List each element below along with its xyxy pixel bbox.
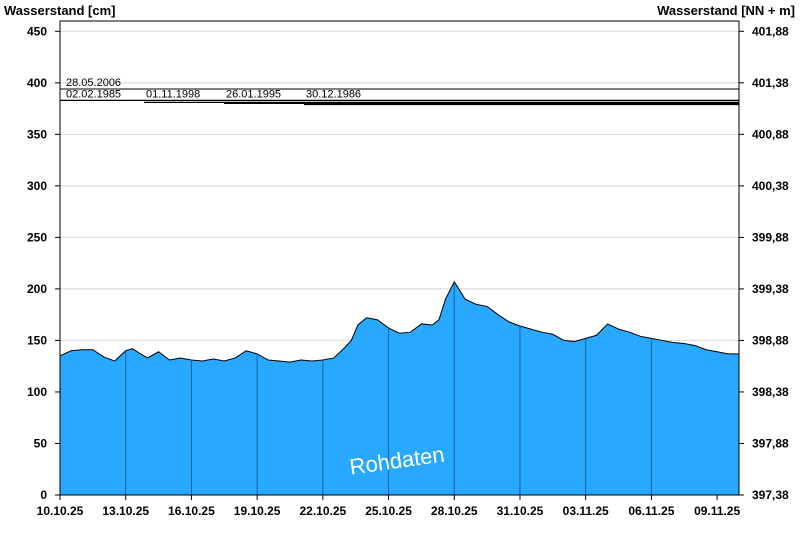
y-tick-label-right: 399,38 [752,282,789,296]
y-tick-label-left: 350 [27,127,47,141]
plot-frame [59,20,740,496]
x-tick-label: 09.11.25 [694,504,740,518]
y-tick-label-right: 398,88 [752,333,789,347]
y-axis-right: 397,38 397,88 398,38 398,88 399,38 399,88 400,… [739,24,789,502]
y-tick-label-left: 300 [27,179,47,193]
x-tick-label: 10.10.25 [37,504,84,518]
y-tick-label-right: 400,38 [752,179,789,193]
y-tick-label-right: 398,38 [752,385,789,399]
y-tick-label-left: 250 [27,230,47,244]
y-tick-label-right: 397,38 [752,488,789,502]
x-tick-label: 28.10.25 [431,504,478,518]
y-axis-title-left: Wasserstand [cm] [4,3,116,18]
day-divider-lines [125,281,652,495]
x-tick-label: 03.11.25 [563,504,609,518]
y-tick-label-left: 400 [27,76,47,90]
reference-label: 26.01.1995 [226,88,281,100]
reference-label: 02.02.1985 [66,88,121,100]
x-tick-label: 19.10.25 [234,504,281,518]
reference-label: 30.12.1986 [306,88,361,100]
x-tick-label: 31.10.25 [497,504,544,518]
reference-label: 28.05.2006 [66,77,121,89]
y-tick-label-left: 0 [40,488,47,502]
y-tick-label-right: 401,38 [752,76,789,90]
x-tick-label: 25.10.25 [365,504,412,518]
x-tick-label: 13.10.25 [102,504,149,518]
y-tick-label-left: 150 [27,333,47,347]
water-level-area [59,280,740,496]
y-tick-label-left: 50 [34,436,48,450]
y-tick-label-right: 401,88 [752,24,789,38]
y-axis-left: 0 50 100 150 200 250 300 350 400 450 [27,24,60,502]
y-tick-label-left: 450 [27,24,47,38]
y-tick-label-right: 399,88 [752,230,789,244]
x-tick-label: 16.10.25 [168,504,215,518]
y-axis-title-right: Wasserstand [NN + m] [657,3,795,18]
x-tick-label: 22.10.25 [299,504,346,518]
reference-label: 01.11.1998 [146,88,200,100]
x-tick-label: 06.11.25 [628,504,674,518]
y-tick-label-left: 200 [27,282,47,296]
y-tick-label-right: 400,88 [752,127,789,141]
y-tick-label-right: 397,88 [752,436,789,450]
y-tick-label-left: 100 [27,385,47,399]
x-axis: 10.10.25 13.10.25 16.10.25 19.10.25 22.10.25… [37,495,740,518]
